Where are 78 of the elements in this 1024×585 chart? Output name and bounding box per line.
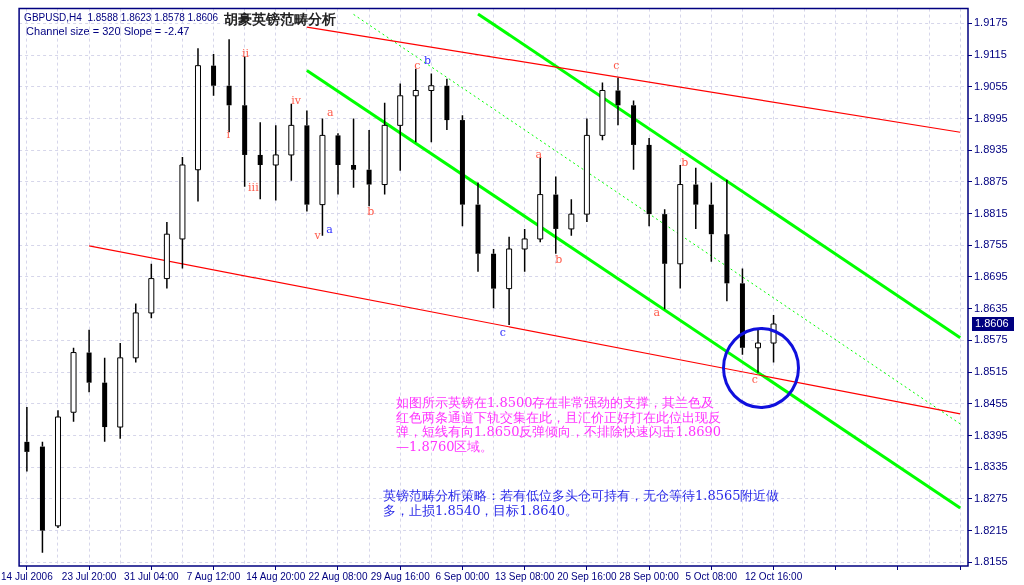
- x-tick-label: 31 Jul 04:00: [124, 570, 179, 582]
- annotation: v: [313, 228, 322, 242]
- candlestick: [444, 78, 450, 131]
- annotation: c: [499, 325, 506, 339]
- candlestick: [257, 121, 263, 201]
- text: 1.8606: [975, 317, 1009, 330]
- x-tick-label: 6 Sep 00:00: [435, 570, 490, 582]
- annotation: iii: [248, 180, 260, 194]
- chart-title: 胡豪英镑范畴分析: [223, 11, 337, 28]
- annotation: i: [226, 128, 231, 142]
- y-tick-label: 1.9175: [974, 16, 1008, 29]
- candlestick: [86, 329, 92, 393]
- y-tick-label: 1.9115: [974, 48, 1007, 61]
- x-tick-label: 14 Aug 20:00: [246, 570, 306, 582]
- x-tick-label: 13 Sep 08:00: [494, 570, 555, 582]
- x-tick-label: 20 Sep 16:00: [557, 570, 618, 582]
- chart-subtitle: GBPUSD,H4 1.8588 1.8623 1.8578 1.8606: [24, 12, 219, 24]
- annotation: b: [681, 155, 689, 169]
- annotation: 英镑范畴分析策略：若有低位多头仓可持有，无仓等待1.8565附近做多，止损1.8540，目标1.8640。: [383, 488, 781, 518]
- y-tick-label: 1.8755: [974, 238, 1008, 251]
- candlestick: [724, 179, 730, 303]
- y-tick-label: 1.8515: [974, 365, 1008, 378]
- y-tick-label: 1.8395: [974, 428, 1008, 441]
- annotation: b: [423, 53, 431, 67]
- annotation: b: [367, 205, 375, 219]
- annotation: c: [613, 58, 620, 72]
- candlestick: [24, 406, 30, 473]
- annotation: iv: [291, 94, 302, 108]
- y-tick-label: 1.8155: [974, 555, 1008, 568]
- y-tick-label: 1.8935: [974, 143, 1008, 156]
- annotation: c: [751, 373, 758, 387]
- candlestick: [102, 357, 108, 443]
- candlestick: [693, 166, 699, 230]
- x-tick-label: 23 Jul 20:00: [61, 570, 117, 582]
- annotation: c: [414, 58, 421, 72]
- candlestick: [615, 77, 621, 127]
- annotation: ii: [242, 46, 250, 60]
- candlestick: [475, 181, 481, 273]
- candlestick: [39, 441, 45, 554]
- annotation: a: [326, 106, 334, 120]
- annotation: Channel size = 320 Slope = -2.47: [26, 24, 190, 37]
- x-tick-label: 7 Aug 12:00: [186, 570, 241, 582]
- annotation: b: [555, 253, 563, 267]
- annotation: a: [326, 222, 334, 236]
- annotation: a: [535, 147, 543, 161]
- candlestick: [304, 109, 310, 213]
- candlestick: [662, 208, 668, 310]
- y-tick-label: 1.8635: [974, 301, 1008, 314]
- candlestick: [351, 117, 357, 189]
- x-tick-label: 22 Aug 08:00: [308, 570, 368, 582]
- y-tick-label: 1.8875: [974, 174, 1008, 187]
- y-tick-label: 1.8695: [974, 270, 1008, 283]
- y-tick-label: 1.8275: [974, 491, 1008, 504]
- x-tick-label: 5 Oct 08:00: [685, 570, 738, 582]
- x-tick-label: 28 Sep 00:00: [619, 570, 680, 582]
- candlestick: [211, 53, 217, 97]
- candlestick: [631, 99, 637, 171]
- y-tick-label: 1.9055: [974, 79, 1008, 92]
- y-tick-label: 1.8215: [974, 523, 1008, 536]
- x-tick-label: 14 Jul 2006: [1, 570, 54, 582]
- candlestick: [739, 267, 745, 356]
- x-tick-label: 12 Oct 16:00: [744, 570, 803, 582]
- candlestick: [242, 55, 248, 188]
- y-tick-label: 1.8575: [974, 333, 1008, 346]
- y-tick-label: 1.8335: [974, 460, 1008, 473]
- x-tick-label: 29 Aug 16:00: [370, 570, 431, 582]
- candlestick: [335, 132, 341, 196]
- candlestick: [553, 175, 559, 255]
- y-tick-label: 1.8995: [974, 111, 1008, 124]
- annotation: a: [653, 306, 661, 320]
- y-tick-label: 1.8815: [974, 206, 1008, 219]
- y-tick-label: 1.8455: [974, 396, 1008, 409]
- candlestick: [459, 114, 465, 228]
- candlestick: [646, 137, 652, 228]
- candlestick: [491, 248, 497, 309]
- candlestick: [708, 181, 714, 263]
- annotation: 如图所示英镑在1.8500存在非常强劲的支撑，其兰色及红色两条通道下轨交集在此，且汇价正好打在此位出现反弹，短线有向1.8650反弹倾向，不排除快速闪击1.8690—1.8760区域。: [396, 395, 722, 454]
- candlestick: [366, 129, 372, 207]
